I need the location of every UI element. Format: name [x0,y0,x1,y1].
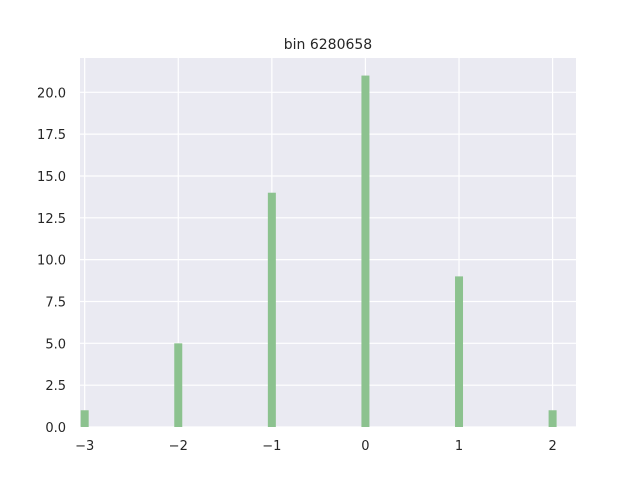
y-tick-label: 12.5 [37,212,66,227]
y-tick-label: 7.5 [45,295,66,310]
y-tick-label: 2.5 [45,379,66,394]
x-tick-label: −2 [169,439,188,454]
x-tick-label: 2 [548,439,556,454]
y-tick-label: 20.0 [37,86,66,101]
grid-lines [80,58,576,428]
chart-title: bin 6280658 [284,37,372,53]
y-tick-label: 10.0 [37,254,66,269]
plot-area [80,58,576,427]
y-tick-label: 0.0 [45,421,66,436]
bar [267,192,276,427]
bar [455,276,464,427]
bars [80,75,557,428]
x-tick-label: −1 [262,439,281,454]
x-tick-label: 0 [361,439,369,454]
x-tick-label: 1 [455,439,463,454]
bar [80,410,89,427]
y-tick-label: 15.0 [37,170,66,185]
y-tick-label: 17.5 [37,128,66,143]
x-axis-ticks: −3 −2 −1 0 1 2 [75,439,557,454]
bar [548,410,557,427]
y-tick-label: 5.0 [45,337,66,352]
y-axis-ticks: 0.0 2.5 5.0 7.5 10.0 12.5 15.0 17.5 20.0 [37,86,66,436]
x-tick-label: −3 [75,439,94,454]
bar [361,75,370,428]
bar [174,343,183,427]
